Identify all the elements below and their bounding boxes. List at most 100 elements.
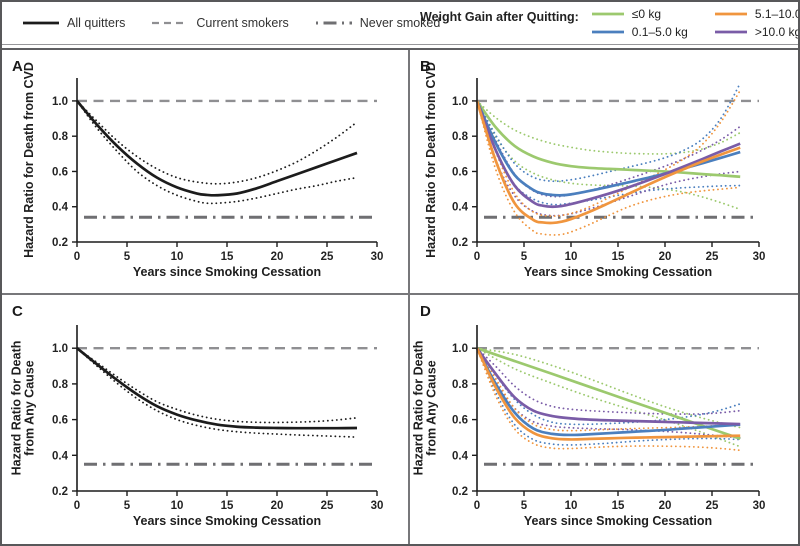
svg-text:0: 0 [474, 500, 480, 512]
svg-text:0.8: 0.8 [452, 131, 469, 143]
dashdot-line-sample [315, 21, 352, 25]
series-0-kg [476, 346, 741, 440]
tick-labels: 0.2 0.4 0.6 0.8 1.0 0 5 10 15 20 25 30 [52, 96, 383, 263]
svg-text:15: 15 [221, 500, 234, 512]
weight-legend-label: 5.1–10.0 kg [754, 6, 800, 21]
svg-text:20: 20 [271, 500, 284, 512]
svg-text:0.2: 0.2 [52, 486, 68, 498]
svg-text:0.8: 0.8 [52, 131, 69, 143]
svg-text:30: 30 [753, 500, 766, 512]
svg-text:25: 25 [321, 251, 334, 263]
panel-b-plot: 0.2 0.4 0.6 0.8 1.0 0 5 10 15 20 25 30 Years since S… [420, 58, 765, 279]
x-axis-title: Years since Smoking Cessation [524, 514, 712, 528]
svg-text:0.6: 0.6 [52, 415, 68, 427]
legend-item-current-smokers: Current smokers [151, 16, 289, 30]
panel-label-b: B [420, 58, 431, 75]
x-axis-title: Years since Smoking Cessation [133, 265, 321, 279]
dashed-line-sample [152, 21, 189, 25]
svg-text:0: 0 [474, 251, 480, 263]
svg-text:0: 0 [74, 251, 80, 263]
series-10-0-kg-95-ci-upper [476, 347, 742, 415]
svg-text:1.0: 1.0 [452, 343, 468, 355]
series-0-kg-95-ci-lower [476, 347, 742, 448]
svg-text:30: 30 [371, 251, 384, 263]
weight-gain-legend: Weight Gain after Quitting: ≤0 kg 0.1–5.0… [420, 5, 800, 40]
svg-text:20: 20 [271, 251, 284, 263]
weight-legend-item-5-1-10-0-kg: 5.1–10.0 kg [714, 5, 800, 22]
series-5-1-10-0-kg-95-ci-lower [476, 100, 742, 236]
series-5-1-10-0-kg-95-ci-lower [476, 347, 742, 452]
legend-item-all-quitters: All quitters [22, 16, 125, 30]
axes [472, 325, 760, 496]
svg-text:5: 5 [521, 500, 528, 512]
svg-text:1.0: 1.0 [452, 96, 468, 108]
svg-text:0.4: 0.4 [452, 202, 469, 214]
panel-d-plot: 0.2 0.4 0.6 0.8 1.0 0 5 10 15 20 25 30 Years since S… [412, 303, 766, 528]
svg-text:25: 25 [321, 500, 334, 512]
weight-legend-item-0-1-5-0-kg: 0.1–5.0 kg [591, 23, 688, 40]
svg-text:30: 30 [371, 500, 384, 512]
series-all-quitters [76, 347, 358, 430]
panel-label-c: C [12, 303, 23, 320]
vertical-divider [408, 50, 410, 544]
solid-line-sample [23, 21, 59, 25]
svg-text:0.8: 0.8 [52, 379, 69, 391]
series-0-kg [475, 100, 741, 179]
svg-text:1.0: 1.0 [52, 96, 68, 108]
legend-band: All quitters Current smokers Never smoked … [2, 2, 798, 45]
series-0-1-5-0-kg-95-ci-lower [476, 347, 742, 446]
series-all-quitters-95-ci-lower [76, 100, 358, 205]
svg-text:25: 25 [706, 500, 719, 512]
panel-c: 0.2 0.4 0.6 0.8 1.0 0 5 10 15 20 25 30 Years since S… [2, 295, 408, 544]
series-0-1-5-0-kg-95-ci-lower [476, 100, 742, 206]
series-10-0-kg [475, 100, 741, 209]
solid-line-sample [714, 30, 747, 33]
legend-item-never-smoked: Never smoked [315, 16, 440, 30]
solid-line-sample [591, 12, 624, 15]
svg-text:0.4: 0.4 [52, 450, 69, 462]
svg-text:25: 25 [706, 251, 719, 263]
series-all-quitters [75, 100, 358, 197]
svg-text:0.6: 0.6 [52, 166, 68, 178]
svg-text:0.6: 0.6 [452, 166, 468, 178]
axes [472, 78, 760, 247]
svg-text:5: 5 [521, 251, 528, 263]
svg-text:20: 20 [659, 500, 672, 512]
svg-text:20: 20 [659, 251, 672, 263]
tick-labels: 0.2 0.4 0.6 0.8 1.0 0 5 10 15 20 25 30 [52, 343, 383, 512]
series-10-0-kg [475, 347, 741, 426]
weight-legend-items: ≤0 kg 0.1–5.0 kg 5.1–10.0 kg >10.0 kg [591, 5, 800, 40]
panel-c-plot: 0.2 0.4 0.6 0.8 1.0 0 5 10 15 20 25 30 Years since S… [10, 303, 384, 528]
series-all-quitters-95-ci-upper [76, 347, 358, 424]
legend-label: Current smokers [196, 16, 289, 30]
series-5-1-10-0-kg-95-ci-upper [476, 89, 742, 217]
panel-a-plot: 0.2 0.4 0.6 0.8 1.0 0 5 10 15 20 25 30 Years since S… [12, 58, 383, 279]
panel-label-d: D [420, 303, 431, 320]
panel-grid: 0.2 0.4 0.6 0.8 1.0 0 5 10 15 20 25 30 Years since S… [2, 48, 798, 544]
axes [72, 78, 378, 247]
svg-text:5: 5 [124, 500, 131, 512]
svg-text:10: 10 [565, 251, 578, 263]
series-5-1-10-0-kg [475, 347, 741, 441]
svg-text:5: 5 [124, 251, 131, 263]
svg-text:0.4: 0.4 [52, 202, 69, 214]
weight-legend-label: >10.0 kg [754, 24, 800, 39]
y-axis-title: Hazard Ratio for Death from CVD [424, 62, 438, 258]
series-all-quitters-95-ci-upper [76, 100, 358, 185]
svg-text:10: 10 [565, 500, 578, 512]
panel-a: 0.2 0.4 0.6 0.8 1.0 0 5 10 15 20 25 30 Years since S… [2, 50, 408, 293]
series-10-0-kg-95-ci-lower [476, 100, 742, 217]
x-axis-title: Years since Smoking Cessation [524, 265, 712, 279]
svg-text:15: 15 [612, 251, 625, 263]
panel-d: 0.2 0.4 0.6 0.8 1.0 0 5 10 15 20 25 30 Years since S… [410, 295, 798, 544]
svg-text:0.4: 0.4 [452, 450, 469, 462]
svg-text:0.2: 0.2 [452, 237, 468, 249]
svg-text:10: 10 [171, 500, 184, 512]
line-type-legend: All quitters Current smokers Never smoked [22, 2, 440, 44]
horizontal-divider [2, 293, 798, 295]
panel-b: 0.2 0.4 0.6 0.8 1.0 0 5 10 15 20 25 30 Years since S… [410, 50, 798, 293]
panel-label-a: A [12, 58, 23, 75]
svg-text:10: 10 [171, 251, 184, 263]
y-axis-title: Hazard Ratio for Death from CVD [22, 62, 36, 258]
